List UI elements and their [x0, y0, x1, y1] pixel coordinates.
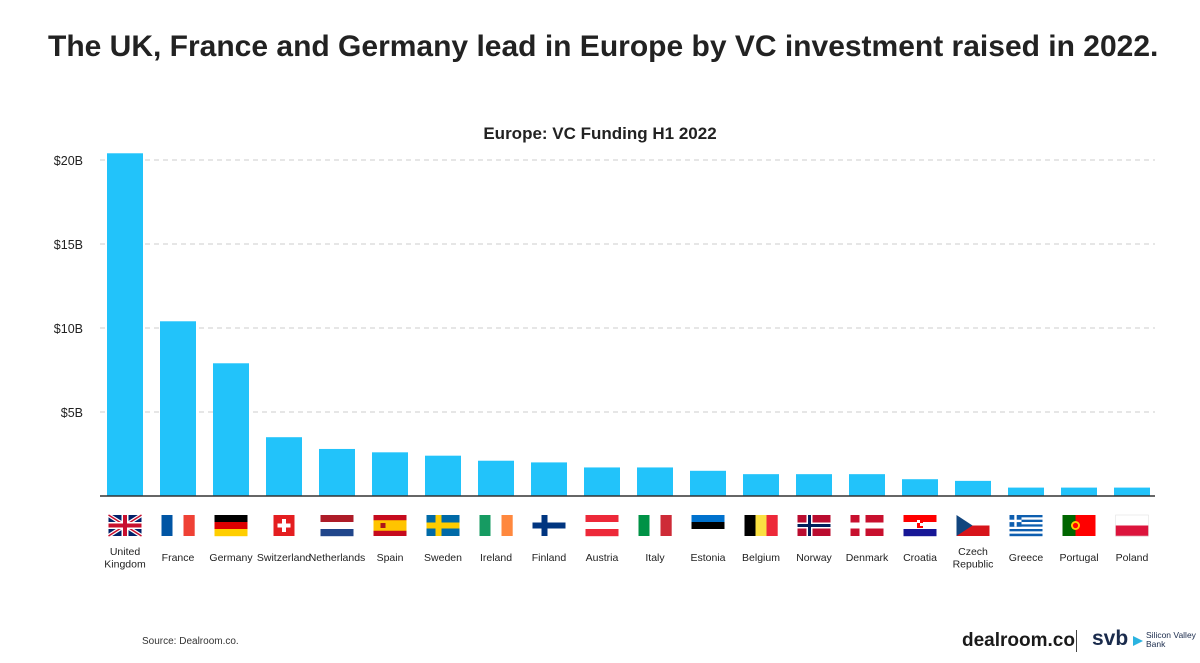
svb-logo: svb [1092, 627, 1129, 650]
x-tick-label: Portugal [1059, 552, 1098, 564]
sweden-flag-icon [426, 515, 460, 536]
bar [531, 462, 567, 496]
x-tick-label: Poland [1116, 552, 1149, 564]
y-tick-label: $10B [54, 322, 83, 336]
x-tick-label: Finland [532, 552, 567, 564]
y-tick-label: $20B [54, 154, 83, 168]
x-tick-label: United Kingdom [104, 546, 146, 571]
headline: The UK, France and Germany lead in Europ… [48, 30, 1159, 63]
bar [743, 474, 779, 496]
x-tick-label: Ireland [480, 552, 512, 564]
chart-title: Europe: VC Funding H1 2022 [483, 124, 717, 143]
france-flag-icon [161, 515, 195, 536]
bar [690, 470, 726, 496]
norway-flag-icon [797, 515, 831, 536]
bar [1114, 487, 1150, 496]
bar [213, 363, 249, 496]
bar-chart: $5B $10B $15B $20B United Kingdom France German… [54, 153, 1155, 571]
bar [160, 321, 196, 496]
x-tick-label: Sweden [424, 552, 462, 564]
x-tick-label: Austria [586, 552, 619, 564]
source-note: Source: Dealroom.co. [142, 636, 239, 647]
belgium-flag-icon [744, 515, 778, 536]
bar [849, 474, 885, 496]
uk-flag-icon [107, 513, 143, 538]
finland-flag-icon [532, 515, 566, 536]
italy-flag-icon [638, 515, 672, 536]
bar [107, 153, 143, 496]
x-tick-label: Greece [1009, 552, 1044, 564]
bar [1061, 487, 1097, 496]
bar [955, 480, 991, 496]
x-tick-label: Netherlands [309, 552, 366, 564]
germany-flag-icon [214, 515, 248, 537]
dealroom-logo: dealroom.co [962, 630, 1075, 651]
czech-flag-icon [956, 515, 990, 536]
x-tick-label: Croatia [903, 552, 937, 564]
x-tick-label: Norway [796, 552, 832, 564]
x-tick-label: Denmark [846, 552, 889, 564]
spain-flag-icon [373, 515, 407, 536]
bar [902, 479, 938, 496]
x-tick-label: Spain [377, 552, 404, 564]
netherlands-flag-icon [320, 515, 354, 537]
estonia-flag-icon [691, 515, 725, 537]
portugal-flag-icon [1062, 515, 1096, 536]
bar [266, 437, 302, 496]
bar [372, 452, 408, 496]
bar [796, 474, 832, 496]
bar [637, 467, 673, 496]
ireland-flag-icon [479, 515, 513, 536]
bar [1008, 487, 1044, 496]
denmark-flag-icon [850, 515, 884, 536]
x-tick-label: Germany [209, 552, 253, 564]
x-tick-label: Switzerland [257, 552, 311, 564]
bar [478, 460, 514, 496]
croatia-flag-icon [903, 515, 937, 537]
x-tick-label: France [162, 552, 195, 564]
logo-divider [1076, 630, 1077, 652]
greece-flag-icon [1009, 515, 1043, 537]
switzerland-flag-icon [273, 515, 295, 536]
x-tick-label: Italy [645, 552, 665, 564]
x-tick-label: Czech Republic [953, 546, 994, 571]
svb-bank-name: Silicon Valley Bank [1146, 630, 1196, 649]
x-tick-label: Belgium [742, 552, 780, 564]
bar [319, 448, 355, 496]
austria-flag-icon [585, 515, 619, 537]
bar [584, 467, 620, 496]
x-tick-label: Estonia [690, 552, 725, 564]
svb-arrow-icon [1133, 636, 1143, 646]
poland-flag-icon [1115, 514, 1149, 537]
y-tick-label: $5B [61, 406, 83, 420]
bar [425, 455, 461, 496]
y-tick-label: $15B [54, 238, 83, 252]
